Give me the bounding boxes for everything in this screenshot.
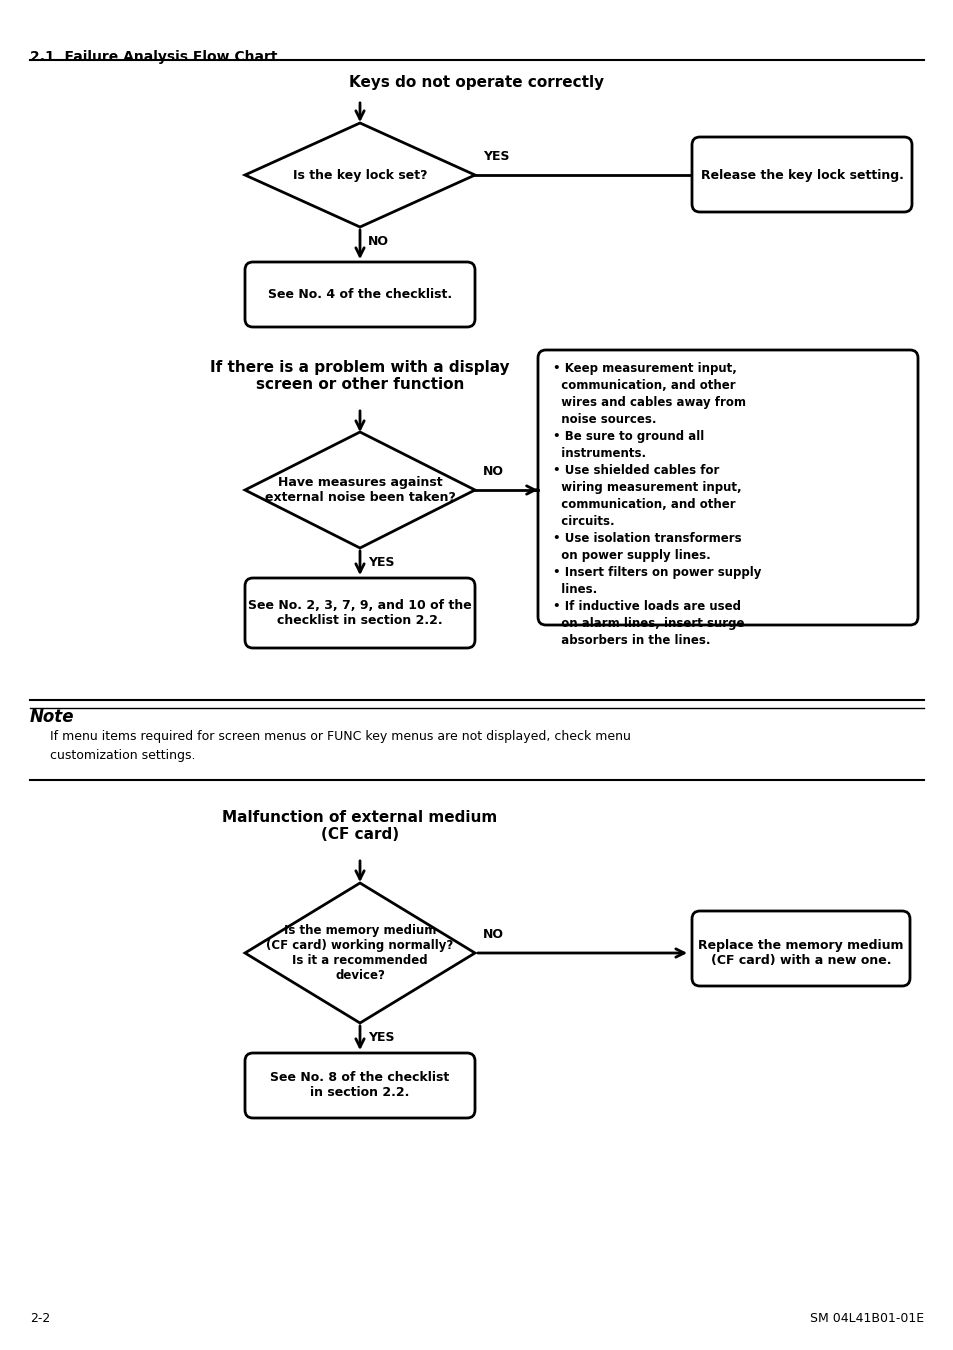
Text: Malfunction of external medium
(CF card): Malfunction of external medium (CF card) bbox=[222, 810, 497, 842]
Polygon shape bbox=[245, 432, 475, 548]
Text: Is the key lock set?: Is the key lock set? bbox=[293, 169, 427, 181]
Text: If there is a problem with a display
screen or other function: If there is a problem with a display scr… bbox=[210, 360, 509, 393]
Text: Note: Note bbox=[30, 707, 74, 726]
Text: Have measures against
external noise been taken?: Have measures against external noise bee… bbox=[264, 477, 455, 504]
Text: Release the key lock setting.: Release the key lock setting. bbox=[700, 169, 902, 181]
Polygon shape bbox=[245, 883, 475, 1023]
Text: Is the memory medium
(CF card) working normally?
Is it a recommended
device?: Is the memory medium (CF card) working n… bbox=[266, 923, 453, 981]
Text: NO: NO bbox=[368, 235, 389, 248]
Text: See No. 8 of the checklist
in section 2.2.: See No. 8 of the checklist in section 2.… bbox=[270, 1071, 449, 1099]
FancyBboxPatch shape bbox=[691, 136, 911, 212]
Text: See No. 4 of the checklist.: See No. 4 of the checklist. bbox=[268, 288, 452, 301]
Text: Keys do not operate correctly: Keys do not operate correctly bbox=[349, 76, 604, 90]
Text: SM 04L41B01-01E: SM 04L41B01-01E bbox=[809, 1312, 923, 1324]
Text: See No. 2, 3, 7, 9, and 10 of the
checklist in section 2.2.: See No. 2, 3, 7, 9, and 10 of the checkl… bbox=[248, 599, 472, 626]
Text: YES: YES bbox=[368, 1031, 395, 1044]
Text: If menu items required for screen menus or FUNC key menus are not displayed, che: If menu items required for screen menus … bbox=[50, 730, 630, 761]
Text: 2-2: 2-2 bbox=[30, 1312, 51, 1324]
FancyBboxPatch shape bbox=[537, 350, 917, 625]
Text: NO: NO bbox=[482, 927, 503, 941]
Text: YES: YES bbox=[482, 150, 509, 163]
Text: • Keep measurement input,
  communication, and other
  wires and cables away fro: • Keep measurement input, communication,… bbox=[553, 362, 760, 647]
FancyBboxPatch shape bbox=[245, 578, 475, 648]
Polygon shape bbox=[245, 123, 475, 227]
Text: NO: NO bbox=[482, 464, 503, 478]
FancyBboxPatch shape bbox=[245, 262, 475, 327]
FancyBboxPatch shape bbox=[691, 911, 909, 986]
Text: 2.1  Failure Analysis Flow Chart: 2.1 Failure Analysis Flow Chart bbox=[30, 50, 277, 63]
Text: Replace the memory medium
(CF card) with a new one.: Replace the memory medium (CF card) with… bbox=[698, 940, 902, 967]
Text: YES: YES bbox=[368, 556, 395, 568]
FancyBboxPatch shape bbox=[245, 1053, 475, 1118]
